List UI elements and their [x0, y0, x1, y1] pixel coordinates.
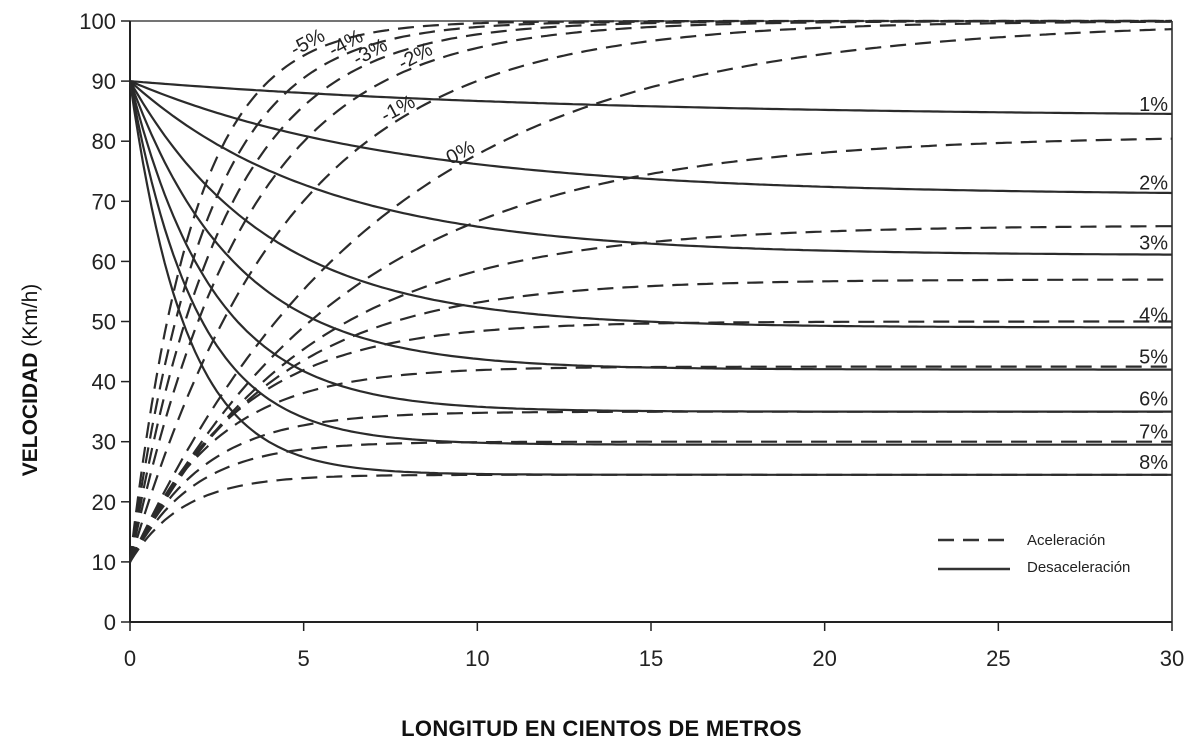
acceleration-curve — [128, 20, 1173, 563]
legend-decel-label: Desaceleración — [1027, 559, 1130, 576]
grade-label: 8% — [1139, 452, 1168, 474]
x-axis-title: LONGITUD EN CIENTOS DE METROS — [401, 716, 802, 741]
grade-label: 1% — [1139, 94, 1168, 116]
y-tick-label: 80 — [92, 129, 116, 154]
y-tick-label: 20 — [92, 490, 116, 515]
acceleration-curve — [128, 19, 1172, 563]
x-tick-label: 0 — [124, 646, 136, 671]
acceleration-curve — [129, 137, 1173, 563]
grade-label: 6% — [1139, 389, 1168, 411]
y-axis-title-bold: VELOCIDAD — [19, 352, 42, 477]
acceleration-curve — [129, 278, 1172, 563]
y-tick-label: 10 — [92, 550, 116, 575]
legend-accel-label: Aceleración — [1027, 532, 1105, 549]
x-tick-label: 10 — [465, 646, 489, 671]
y-tick-label: 90 — [92, 69, 116, 94]
y-axis-title-unit: (Km/h) — [19, 283, 42, 347]
acceleration-curve — [128, 365, 1172, 563]
acceleration-curve — [128, 28, 1173, 563]
deceleration-curve — [129, 80, 1172, 329]
y-axis-title: VELOCIDAD (Km/h) — [19, 284, 43, 477]
grade-labels: 1%2%3%4%5%6%7%8%-5%-4%-3% -2%-1%0% — [287, 25, 1168, 474]
deceleration-curve — [128, 80, 1172, 413]
grade-label: 7% — [1139, 422, 1168, 444]
y-tick-label: 70 — [92, 189, 116, 214]
x-tick-label: 5 — [298, 646, 310, 671]
y-tick-label: 30 — [92, 430, 116, 455]
y-tick-label: 40 — [92, 370, 116, 395]
x-tick-label: 15 — [639, 646, 663, 671]
deceleration-curve — [129, 80, 1172, 115]
acceleration-curve — [129, 440, 1172, 563]
deceleration-curve — [129, 80, 1173, 195]
curve-grade-label: -5% — [287, 25, 329, 61]
grade-label: 3% — [1139, 232, 1168, 254]
acceleration-curve — [128, 20, 1172, 563]
deceleration-curve — [128, 80, 1172, 371]
grade-label: 2% — [1139, 172, 1168, 194]
acceleration-curve — [129, 410, 1172, 563]
x-tick-label: 30 — [1160, 646, 1184, 671]
deceleration-curve — [129, 80, 1172, 256]
grade-label: 5% — [1139, 347, 1168, 369]
acceleration-curve — [128, 19, 1172, 563]
y-tick-label: 0 — [104, 610, 116, 635]
legend: Aceleración Desaceleración — [938, 532, 1130, 576]
x-tick-label: 25 — [986, 646, 1010, 671]
axis-ticks: 0 10 20 30 40 50 60 70 80 90 100 0 5 10 15 20 25 30 — [79, 9, 1184, 671]
acceleration-curve — [129, 473, 1172, 563]
deceleration-curve — [128, 80, 1172, 446]
acceleration-curve — [129, 225, 1172, 563]
y-tick-label: 50 — [92, 310, 116, 335]
y-tick-label: 60 — [92, 249, 116, 274]
curves — [128, 19, 1173, 563]
grade-label: 4% — [1139, 305, 1168, 327]
x-tick-label: 20 — [812, 646, 836, 671]
deceleration-curve — [128, 80, 1172, 476]
y-tick-label: 100 — [79, 9, 116, 34]
acceleration-curve — [128, 19, 1172, 563]
